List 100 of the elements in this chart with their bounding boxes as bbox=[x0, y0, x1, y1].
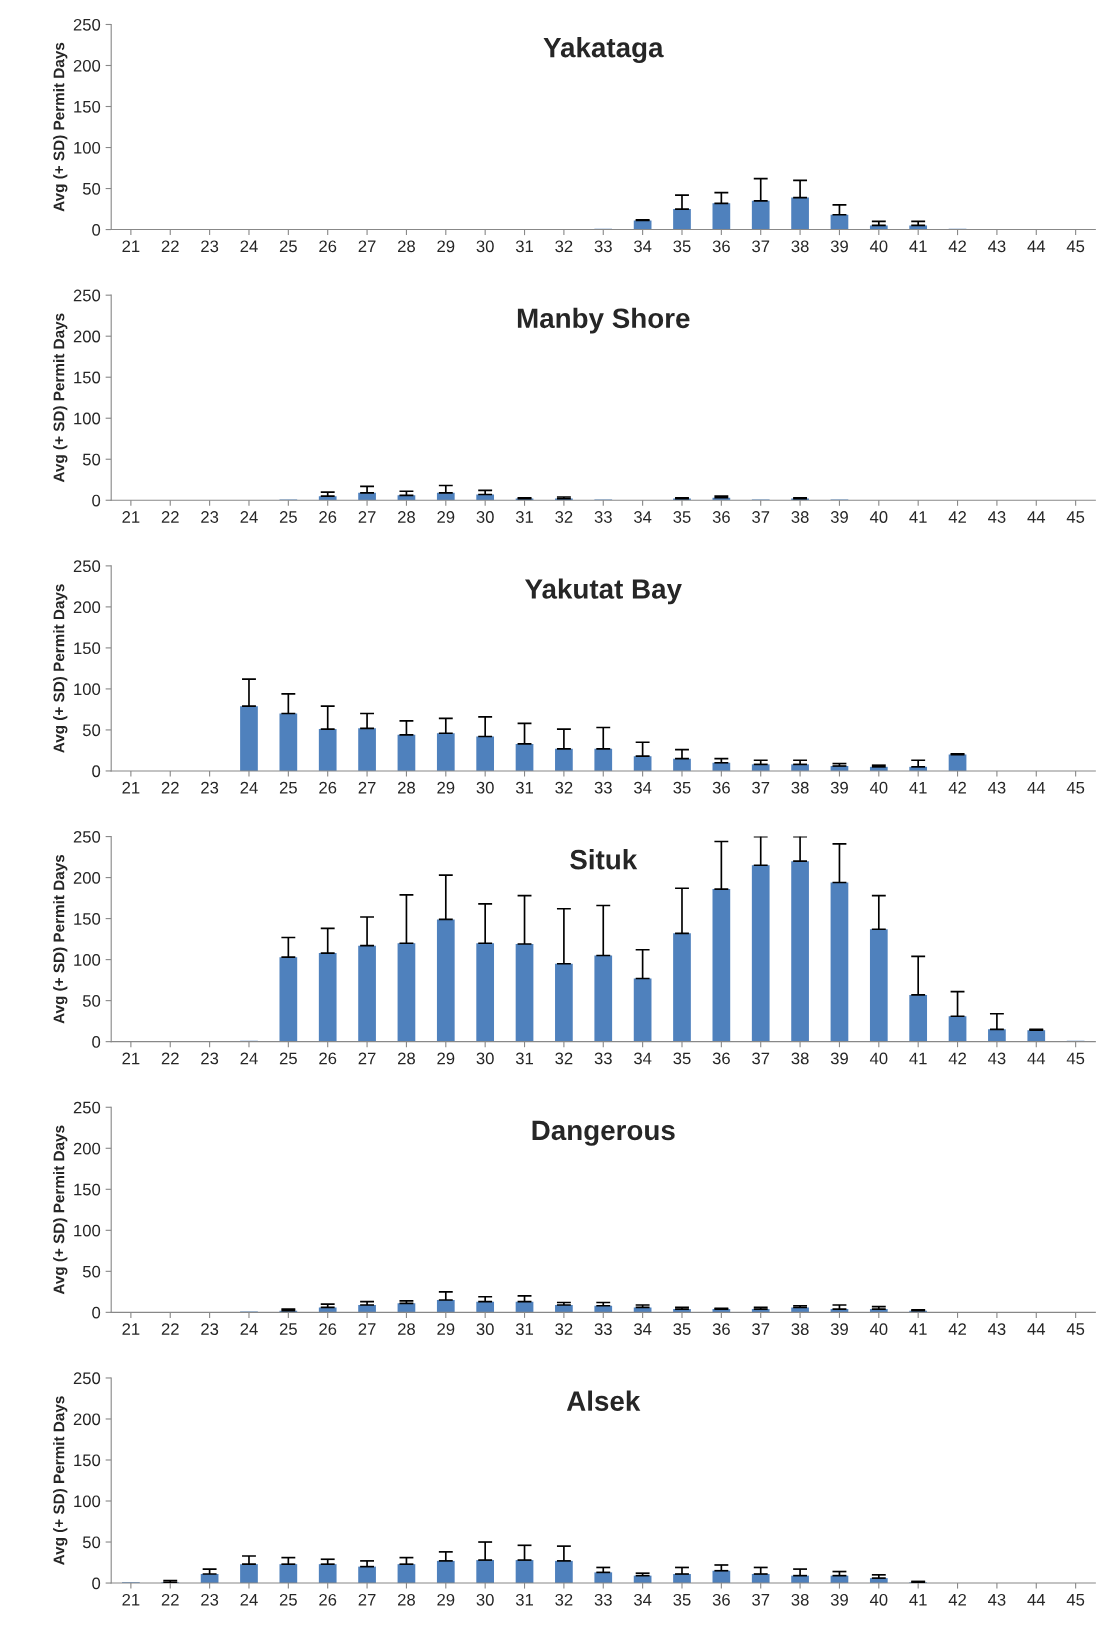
x-tick-label: 44 bbox=[1027, 1052, 1046, 1065]
y-tick-label: 0 bbox=[92, 1036, 101, 1048]
y-tick-label: 150 bbox=[74, 1183, 101, 1196]
x-tick-label: 26 bbox=[319, 1323, 337, 1335]
y-tick-label: 200 bbox=[73, 871, 101, 884]
x-tick-label: 30 bbox=[476, 1052, 494, 1065]
y-tick-label: 150 bbox=[74, 100, 101, 113]
x-tick-label: 34 bbox=[633, 1323, 652, 1335]
x-tick-label: 41 bbox=[909, 240, 927, 253]
x-tick-label: 38 bbox=[791, 511, 809, 523]
y-tick-label: 150 bbox=[74, 913, 101, 925]
y-tick-label: 150 bbox=[74, 642, 101, 655]
x-tick-label: 44 bbox=[1027, 781, 1046, 794]
x-tick-label: 21 bbox=[122, 1052, 140, 1065]
y-tick-label: 0 bbox=[92, 494, 101, 507]
x-tick-label: 22 bbox=[161, 781, 179, 794]
x-tick-label: 31 bbox=[515, 1593, 533, 1606]
x-tick-label: 33 bbox=[594, 781, 612, 794]
y-tick-label: 250 bbox=[73, 1101, 101, 1114]
x-tick-label: 31 bbox=[515, 240, 533, 253]
x-tick-label: 45 bbox=[1066, 781, 1085, 794]
x-tick-label: 36 bbox=[712, 1593, 730, 1606]
y-tick-label: 0 bbox=[92, 765, 101, 778]
x-tick-label: 35 bbox=[673, 1052, 691, 1065]
x-tick-label: 25 bbox=[279, 1052, 297, 1065]
y-axis-title: Avg (+ SD) Permit Days bbox=[53, 854, 68, 1024]
y-tick-label: 150 bbox=[74, 1454, 101, 1467]
y-axis-title: Avg (+ SD) Permit Days bbox=[53, 313, 68, 483]
chart-title: Yakataga bbox=[543, 37, 664, 64]
x-tick-label: 25 bbox=[279, 1593, 297, 1606]
x-tick-label: 33 bbox=[594, 1052, 612, 1065]
x-tick-label: 33 bbox=[594, 511, 612, 523]
x-tick-label: 38 bbox=[791, 1323, 809, 1335]
x-tick-label: 23 bbox=[201, 1593, 219, 1606]
y-tick-label: 200 bbox=[73, 1142, 101, 1155]
x-tick-label: 42 bbox=[948, 781, 966, 794]
x-tick-label: 30 bbox=[476, 781, 494, 794]
x-tick-label: 37 bbox=[752, 1323, 770, 1335]
x-tick-label: 27 bbox=[358, 1593, 376, 1606]
x-tick-label: 44 bbox=[1027, 1594, 1046, 1606]
y-tick-label: 150 bbox=[74, 371, 101, 384]
x-tick-label: 26 bbox=[319, 781, 337, 794]
x-tick-label: 38 bbox=[791, 240, 809, 253]
x-tick-label: 21 bbox=[122, 511, 140, 523]
y-tick-label: 100 bbox=[74, 1224, 101, 1237]
y-tick-label: 100 bbox=[74, 683, 101, 696]
x-tick-label: 23 bbox=[201, 240, 219, 253]
y-tick-label: 200 bbox=[73, 1413, 101, 1426]
x-tick-label: 40 bbox=[869, 1593, 888, 1606]
y-tick-label: 200 bbox=[73, 59, 101, 72]
x-tick-label: 32 bbox=[555, 1323, 573, 1335]
x-tick-label: 37 bbox=[752, 781, 770, 794]
chart-title: Situk bbox=[570, 849, 638, 870]
x-tick-label: 22 bbox=[161, 1052, 179, 1065]
x-tick-label: 30 bbox=[476, 240, 494, 253]
x-tick-label: 44 bbox=[1027, 240, 1046, 253]
x-tick-label: 41 bbox=[909, 781, 927, 794]
x-tick-label: 35 bbox=[673, 511, 691, 523]
x-tick-label: 43 bbox=[988, 1323, 1006, 1335]
x-tick-label: 33 bbox=[594, 1593, 612, 1606]
x-tick-label: 34 bbox=[633, 240, 652, 253]
x-tick-label: 42 bbox=[948, 511, 966, 523]
x-tick-label: 29 bbox=[437, 240, 455, 253]
x-tick-label: 25 bbox=[279, 240, 297, 253]
x-tick-label: 24 bbox=[240, 1323, 258, 1335]
x-tick-label: 34 bbox=[633, 511, 652, 523]
y-tick-label: 200 bbox=[73, 601, 101, 614]
x-tick-label: 22 bbox=[161, 511, 179, 523]
x-tick-label: 26 bbox=[319, 1593, 337, 1606]
x-tick-label: 33 bbox=[594, 1323, 612, 1335]
x-tick-label: 38 bbox=[791, 1593, 809, 1606]
x-tick-label: 42 bbox=[948, 1323, 966, 1335]
x-tick-label: 45 bbox=[1066, 511, 1085, 523]
x-tick-label: 41 bbox=[909, 1052, 927, 1065]
x-tick-label: 43 bbox=[988, 1052, 1006, 1065]
y-tick-label: 100 bbox=[74, 954, 101, 966]
x-tick-label: 21 bbox=[122, 240, 140, 253]
x-tick-label: 32 bbox=[555, 1052, 573, 1065]
x-tick-label: 27 bbox=[358, 240, 376, 253]
x-tick-label: 40 bbox=[869, 781, 888, 794]
x-tick-label: 38 bbox=[791, 1052, 809, 1065]
y-tick-label: 0 bbox=[92, 223, 101, 236]
x-tick-label: 36 bbox=[712, 1323, 730, 1335]
x-tick-label: 34 bbox=[633, 1052, 652, 1065]
x-tick-label: 40 bbox=[869, 1052, 888, 1065]
x-tick-label: 42 bbox=[948, 1052, 966, 1065]
y-axis-title: Avg (+ SD) Permit Days bbox=[53, 1125, 68, 1295]
x-tick-label: 39 bbox=[830, 1593, 848, 1606]
x-tick-label: 41 bbox=[909, 1323, 927, 1335]
x-tick-label: 40 bbox=[869, 1323, 888, 1335]
y-tick-label: 50 bbox=[82, 724, 101, 737]
x-tick-label: 37 bbox=[752, 240, 770, 253]
x-tick-label: 23 bbox=[201, 511, 219, 523]
x-tick-label: 35 bbox=[673, 240, 691, 253]
x-tick-label: 24 bbox=[240, 511, 258, 523]
y-tick-label: 50 bbox=[82, 995, 101, 1007]
x-tick-label: 43 bbox=[988, 240, 1006, 253]
x-tick-label: 32 bbox=[555, 511, 573, 523]
x-tick-label: 26 bbox=[319, 1052, 337, 1065]
y-tick-label: 0 bbox=[92, 1306, 101, 1319]
